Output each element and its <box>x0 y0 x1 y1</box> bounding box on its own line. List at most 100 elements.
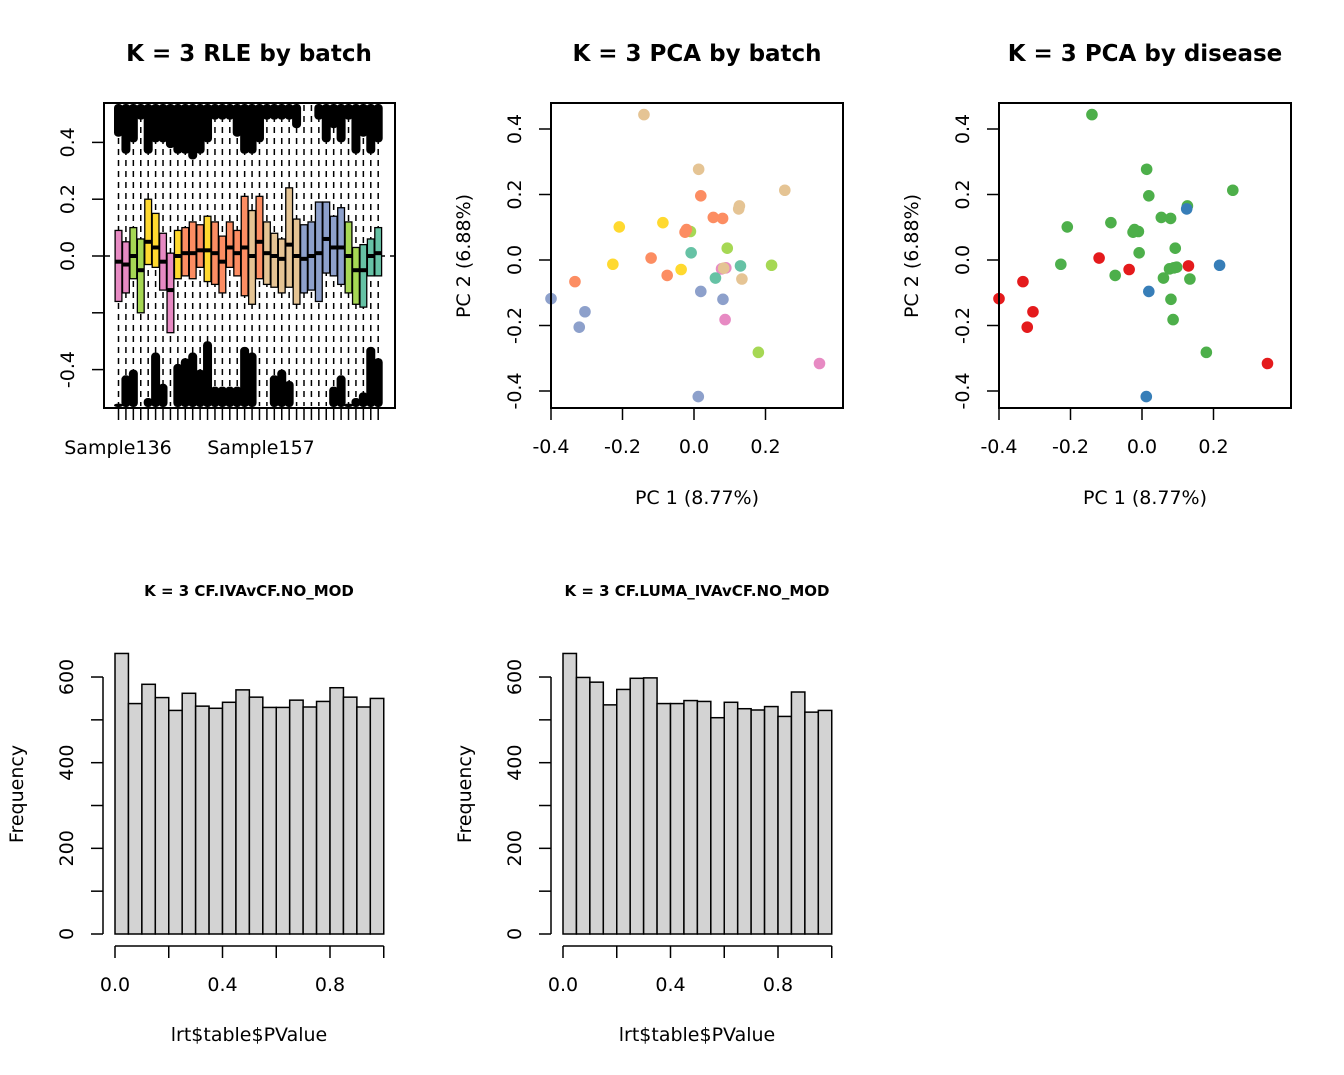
histogram-bar <box>602 704 618 935</box>
histogram-bar <box>181 692 197 935</box>
rle-outlier-band <box>254 104 264 143</box>
rle-box <box>188 221 197 280</box>
pca-point <box>1140 163 1153 176</box>
histogram-bar <box>369 697 385 935</box>
pca-point <box>734 260 747 272</box>
rle-outlier-band <box>240 104 250 154</box>
histogram-bar <box>302 706 318 935</box>
histogram-ytick-label: 0 <box>56 928 78 940</box>
rle-outlier-band <box>217 386 227 407</box>
rle-outlier-band <box>114 104 123 137</box>
pca-disease-x-axis: -0.4 -0.2 0.0 0.2 <box>980 407 1229 458</box>
rle-outlier-band <box>151 352 161 407</box>
rle-ytick-label: -0.4 <box>57 351 79 388</box>
pca-ytick-label: -0.4 <box>952 372 974 409</box>
pca-ytick-label: 0.4 <box>504 114 526 144</box>
rle-xtick-label: Sample136 <box>64 437 172 459</box>
histogram-1-panel: K = 3 CF.IVAvCF.NO_MOD 0.0 0.4 0.8 0 200 400… <box>6 582 385 1046</box>
rle-outlier-band <box>121 375 131 407</box>
rle-outlier-band <box>195 369 205 407</box>
histogram-bar <box>114 652 130 935</box>
pca-batch-y-axis: -0.4 -0.2 0.0 0.2 0.4 <box>504 114 551 410</box>
pca-point <box>1169 242 1182 255</box>
rle-outlier-band <box>277 104 287 120</box>
rle-outlier-band <box>344 403 354 407</box>
histogram-1-y-axis: 0 200 400 600 <box>56 659 104 940</box>
histogram-bar <box>642 677 658 935</box>
pca-disease-points <box>993 108 1274 403</box>
pca-disease-ylabel: PC 2 (6.88%) <box>901 194 923 318</box>
rle-box <box>166 252 175 334</box>
histogram-bar <box>629 677 645 935</box>
histogram-xtick-label: 0.4 <box>655 974 685 996</box>
pca-point <box>717 293 729 306</box>
rle-outlier-band <box>247 104 257 154</box>
rle-outlier-band <box>284 380 294 407</box>
pca-point <box>1261 357 1274 370</box>
rle-outlier-band <box>336 104 346 143</box>
histogram-1-title: K = 3 CF.IVAvCF.NO_MOD <box>144 582 354 600</box>
pca-batch-points <box>545 108 826 403</box>
pca-point <box>779 184 791 197</box>
histogram-xtick-label: 0.4 <box>207 974 237 996</box>
pca-ytick-label: 0.0 <box>504 245 526 275</box>
histogram-bar <box>817 709 833 935</box>
histogram-bar <box>763 705 779 935</box>
histogram-1-ylabel: Frequency <box>6 745 28 843</box>
histogram-bar <box>696 700 712 935</box>
histogram-bar <box>248 696 264 935</box>
histogram-ytick-label: 600 <box>56 659 78 695</box>
rle-outlier-band <box>188 104 198 160</box>
pca-point <box>1164 212 1177 225</box>
pca-point <box>645 252 657 264</box>
histogram-bar <box>141 683 157 935</box>
pca-point <box>1109 269 1121 282</box>
histogram-bar <box>790 691 806 935</box>
rle-box <box>225 221 234 269</box>
histogram-xtick-label: 0.8 <box>315 974 345 996</box>
rle-outlier-band <box>373 358 383 407</box>
pca-xtick-label: -0.4 <box>532 436 569 458</box>
pca-point <box>1027 305 1039 318</box>
histogram-bar <box>154 696 170 935</box>
pca-point <box>1170 261 1183 274</box>
rle-outlier-band <box>232 386 242 407</box>
pca-xtick-label: -0.4 <box>980 436 1017 458</box>
histogram-bar <box>562 652 578 935</box>
histogram-ytick-label: 200 <box>56 830 78 866</box>
rle-title: K = 3 RLE by batch <box>126 41 372 67</box>
pca-point <box>569 275 581 288</box>
rle-ytick-label: 0.0 <box>57 241 79 271</box>
pca-point <box>661 269 673 282</box>
pca-point <box>579 305 591 318</box>
rle-ytick-label: 0.2 <box>57 184 79 214</box>
rle-outlier-band <box>136 104 146 120</box>
histogram-bar <box>235 689 251 935</box>
histogram-1-xlabel: lrt$table$PValue <box>171 1024 327 1046</box>
pca-point <box>1055 258 1067 271</box>
pca-point <box>732 203 745 215</box>
rle-outlier-band <box>351 398 361 407</box>
histogram-bar <box>288 699 304 935</box>
rle-panel: K = 3 RLE by batch -0.4 0.0 0.2 0.4 Sample1… <box>57 41 396 459</box>
rle-outlier-band <box>195 104 205 154</box>
rle-outlier-band <box>121 104 131 154</box>
pca-ytick-label: 0.4 <box>952 114 974 144</box>
histogram-1-bars <box>114 652 385 935</box>
pca-point <box>707 211 720 224</box>
rle-outlier-band <box>173 363 183 407</box>
pca-point <box>1213 259 1226 272</box>
rle-box <box>270 232 279 288</box>
histogram-xtick-label: 0.0 <box>548 974 578 996</box>
rle-box <box>151 212 160 269</box>
pca-point <box>694 190 707 202</box>
pca-batch-panel: K = 3 PCA by batch -0.4 -0.2 0.0 0.2 -0.4-0… <box>453 41 844 509</box>
histogram-xtick-label: 0.0 <box>100 974 130 996</box>
rle-box <box>218 235 227 294</box>
rle-outlier-band <box>128 104 138 143</box>
pca-point <box>1061 221 1074 233</box>
pca-point <box>752 346 765 359</box>
pca-point <box>657 216 669 229</box>
pca-point <box>1180 203 1193 215</box>
histogram-2-y-axis: 0 200 400 600 <box>504 659 552 940</box>
